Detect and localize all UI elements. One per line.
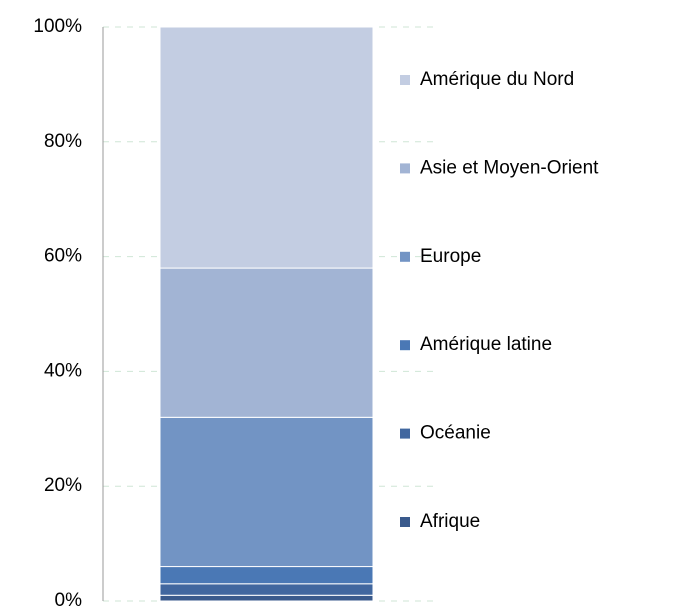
y-tick-label: 40% xyxy=(44,360,82,381)
legend-swatch xyxy=(400,340,410,351)
legend-label: Afrique xyxy=(420,511,480,532)
y-tick-label: 60% xyxy=(44,246,82,267)
y-tick-label: 80% xyxy=(44,131,82,152)
bar-segment xyxy=(159,566,374,585)
bar-segment xyxy=(159,583,374,596)
y-tick-label: 20% xyxy=(44,475,82,496)
legend-swatch xyxy=(400,251,410,262)
legend-swatch xyxy=(400,163,410,174)
bar-segment xyxy=(159,267,374,418)
legend-label: Asie et Moyen-Orient xyxy=(420,157,599,178)
bar-segment xyxy=(159,594,374,602)
legend-label: Amérique latine xyxy=(420,334,552,355)
bar-segment xyxy=(159,26,374,269)
legend-swatch xyxy=(400,75,410,85)
y-tick-label: 100% xyxy=(33,16,82,37)
legend-label: Amérique du Nord xyxy=(420,69,574,90)
legend-label: Océanie xyxy=(420,423,491,444)
legend-swatch xyxy=(400,517,410,527)
legend-swatch xyxy=(400,428,410,439)
bar-segment xyxy=(159,416,374,568)
legend-label: Europe xyxy=(420,246,481,267)
y-tick-label: 0% xyxy=(55,590,83,609)
